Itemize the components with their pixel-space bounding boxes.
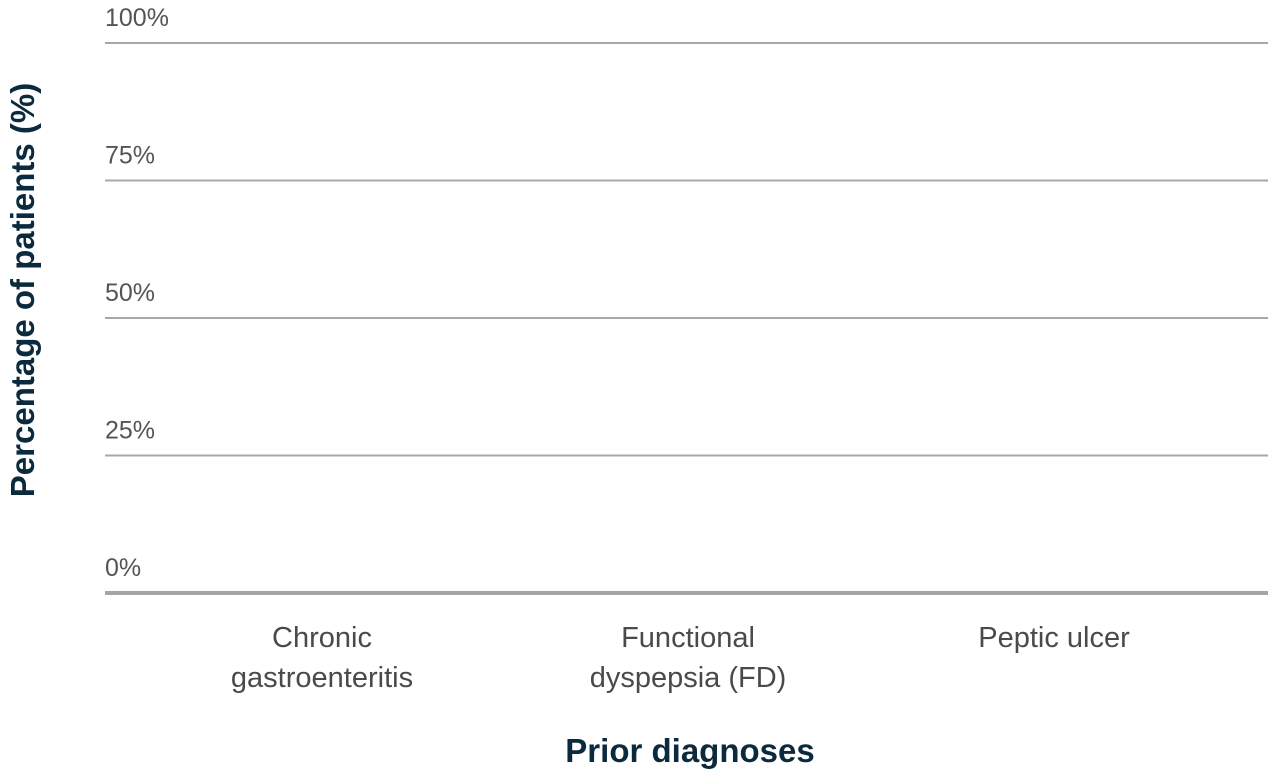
x-category-label: Peptic ulcer bbox=[978, 622, 1130, 654]
y-tick-label: 75% bbox=[105, 142, 155, 170]
y-tick-label: 50% bbox=[105, 279, 155, 307]
y-tick-label: 0% bbox=[105, 554, 141, 582]
y-tick-label: 25% bbox=[105, 417, 155, 445]
category-labels: Chronic gastroenteritis Functional dyspepsi… bbox=[231, 622, 1130, 694]
x-category-label: Functional dyspepsia (FD) bbox=[590, 622, 787, 694]
x-axis-title: Prior diagnoses bbox=[565, 732, 814, 769]
x-category-label-line: Peptic ulcer bbox=[978, 622, 1130, 654]
y-tick-labels: 0% 25% 50% 75% 100% bbox=[105, 4, 169, 582]
x-category-label-line: Chronic bbox=[272, 622, 372, 654]
y-axis-title: Percentage of patients (%) bbox=[4, 83, 41, 497]
x-category-label-line: gastroenteritis bbox=[231, 662, 413, 694]
x-category-label-line: dyspepsia (FD) bbox=[590, 662, 787, 694]
x-category-label: Chronic gastroenteritis bbox=[231, 622, 413, 694]
x-category-label-line: Functional bbox=[621, 622, 755, 654]
gridlines bbox=[105, 42, 1268, 457]
y-tick-label: 100% bbox=[105, 4, 169, 32]
